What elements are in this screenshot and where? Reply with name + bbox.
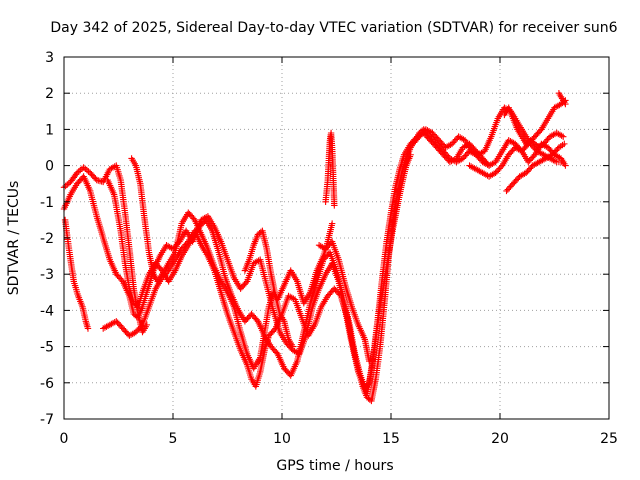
- data-point: [562, 100, 569, 108]
- data-point: [492, 169, 499, 176]
- data-point: [134, 327, 141, 334]
- data-point: [138, 323, 145, 330]
- data-point: [525, 158, 532, 166]
- data-track: [315, 238, 373, 365]
- data-point: [181, 242, 188, 250]
- x-tick-label: 15: [382, 431, 400, 447]
- data-point: [428, 138, 435, 145]
- data-point: [118, 276, 125, 284]
- data-point: [553, 147, 560, 154]
- data-point: [241, 318, 249, 325]
- y-tick-label: 1: [45, 122, 54, 138]
- data-point: [328, 220, 336, 227]
- data-point: [416, 133, 423, 140]
- data-point: [84, 325, 92, 332]
- data-point: [366, 357, 373, 365]
- data-point: [289, 343, 297, 350]
- data-track: [322, 129, 338, 209]
- data-point: [509, 147, 516, 154]
- data-point: [560, 133, 567, 140]
- data-point: [117, 322, 124, 329]
- data-point: [324, 252, 331, 259]
- data-point: [242, 279, 249, 287]
- data-track: [104, 129, 493, 394]
- data-track: [503, 140, 568, 195]
- data-track: [128, 155, 336, 372]
- data-track: [409, 104, 567, 166]
- data-point: [183, 239, 191, 247]
- grid: [64, 57, 609, 419]
- data-point: [72, 171, 80, 178]
- data-point: [551, 148, 559, 155]
- x-tick-label: 0: [60, 431, 69, 447]
- data-point: [431, 132, 439, 140]
- data-point: [560, 158, 567, 166]
- data-track: [100, 151, 414, 397]
- data-point: [336, 291, 343, 298]
- data-point: [273, 349, 280, 356]
- data-point: [448, 140, 456, 148]
- data-point: [526, 157, 533, 164]
- y-tick-label: -6: [40, 376, 54, 392]
- data-point: [115, 273, 123, 281]
- data-point: [561, 140, 568, 148]
- y-tick-label: 2: [45, 86, 54, 102]
- data-point: [433, 134, 440, 141]
- data-point: [427, 137, 434, 144]
- data-point: [331, 202, 338, 209]
- y-axis-label: SDTVAR / TECUs: [6, 181, 22, 296]
- data-point: [503, 187, 510, 195]
- data-track: [241, 227, 297, 350]
- x-axis-label: GPS time / hours: [276, 458, 393, 474]
- y-tick-label: -1: [40, 195, 54, 211]
- data-point: [538, 141, 546, 149]
- data-point: [461, 153, 468, 161]
- y-tick-label: 0: [45, 159, 54, 175]
- data-track: [466, 97, 569, 180]
- data-points: [60, 90, 569, 405]
- data-point: [243, 316, 250, 323]
- data-point: [417, 132, 424, 139]
- data-point: [444, 155, 451, 163]
- y-tick-label: 3: [45, 50, 54, 66]
- data-point: [504, 186, 511, 193]
- data-point: [253, 316, 260, 323]
- data-point: [117, 275, 124, 282]
- data-point: [182, 241, 189, 248]
- data-point: [530, 153, 537, 160]
- data-point: [407, 151, 414, 158]
- y-tick-label: -4: [40, 303, 54, 319]
- data-point: [335, 289, 342, 297]
- data-point: [115, 321, 123, 328]
- x-tick-label: 20: [491, 431, 509, 447]
- y-tick-label: -5: [40, 340, 54, 356]
- data-track: [555, 90, 569, 108]
- data-track: [61, 216, 92, 332]
- data-point: [268, 329, 275, 336]
- data-point: [442, 154, 450, 161]
- y-tick-label: -3: [40, 267, 54, 283]
- data-point: [562, 162, 569, 169]
- data-point: [459, 155, 467, 162]
- data-point: [333, 288, 341, 295]
- x-tick-label: 25: [600, 431, 618, 447]
- data-point: [450, 139, 457, 146]
- x-tick-label: 5: [169, 431, 178, 447]
- chart-title: Day 342 of 2025, Sidereal Day-to-day VTE…: [50, 20, 617, 36]
- x-tick-label: 10: [273, 431, 291, 447]
- ticks: 0 5 10 15 20 25 -7 -6 -5 -4 -3 -2 -1 0 1 2 3: [40, 50, 618, 447]
- y-tick-label: -7: [40, 412, 54, 428]
- data-point: [132, 328, 140, 336]
- data-point: [269, 328, 276, 335]
- y-tick-label: -2: [40, 231, 54, 247]
- data-point: [485, 162, 493, 169]
- data-point: [508, 148, 515, 155]
- data-point: [484, 161, 491, 168]
- data-track: [501, 104, 567, 151]
- data-point: [493, 168, 501, 175]
